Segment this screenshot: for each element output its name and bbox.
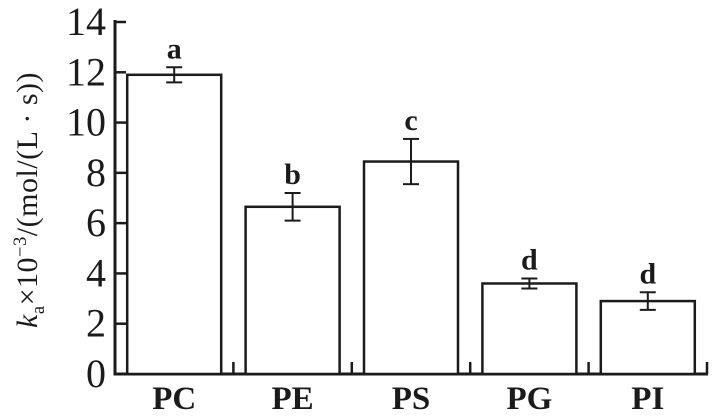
y-axis-title-times: ×10 — [11, 256, 44, 306]
x-category-label-PC: PC — [152, 381, 196, 417]
y-tick-label-8: 8 — [86, 150, 106, 195]
y-tick-label-2: 2 — [86, 301, 106, 346]
y-tick-label-0: 0 — [86, 351, 106, 396]
y-axis-title-subscript: a — [28, 305, 49, 315]
y-tick-label-4: 4 — [86, 250, 106, 295]
x-category-label-PS: PS — [392, 381, 431, 417]
bar-PS — [362, 160, 460, 376]
x-category-label-PE: PE — [272, 381, 314, 417]
x-category-label-PI: PI — [631, 381, 664, 417]
y-axis-title-units: /(mol/(L · s)) — [11, 72, 44, 237]
sig-letter-PG: d — [521, 243, 538, 276]
sig-letter-PI: d — [639, 257, 656, 290]
bar-PE — [244, 205, 341, 376]
y-axis-title-exponent: −3 — [10, 236, 31, 257]
y-tick-label-12: 12 — [66, 49, 106, 94]
bar-PC — [125, 73, 223, 376]
sig-letter-PC: a — [167, 32, 182, 65]
y-axis-title-symbol: k — [11, 314, 44, 328]
sig-letter-PE: b — [284, 158, 301, 191]
x-category-label-PG: PG — [506, 381, 552, 417]
bar-PG — [481, 282, 578, 376]
y-axis-title: ka×10−3/(mol/(L · s)) — [10, 18, 54, 382]
bar-PI — [599, 299, 697, 376]
sig-letter-PS: c — [404, 104, 417, 137]
y-tick-label-6: 6 — [86, 200, 106, 245]
y-tick-label-14: 14 — [66, 0, 106, 44]
y-tick-label-10: 10 — [66, 100, 106, 145]
